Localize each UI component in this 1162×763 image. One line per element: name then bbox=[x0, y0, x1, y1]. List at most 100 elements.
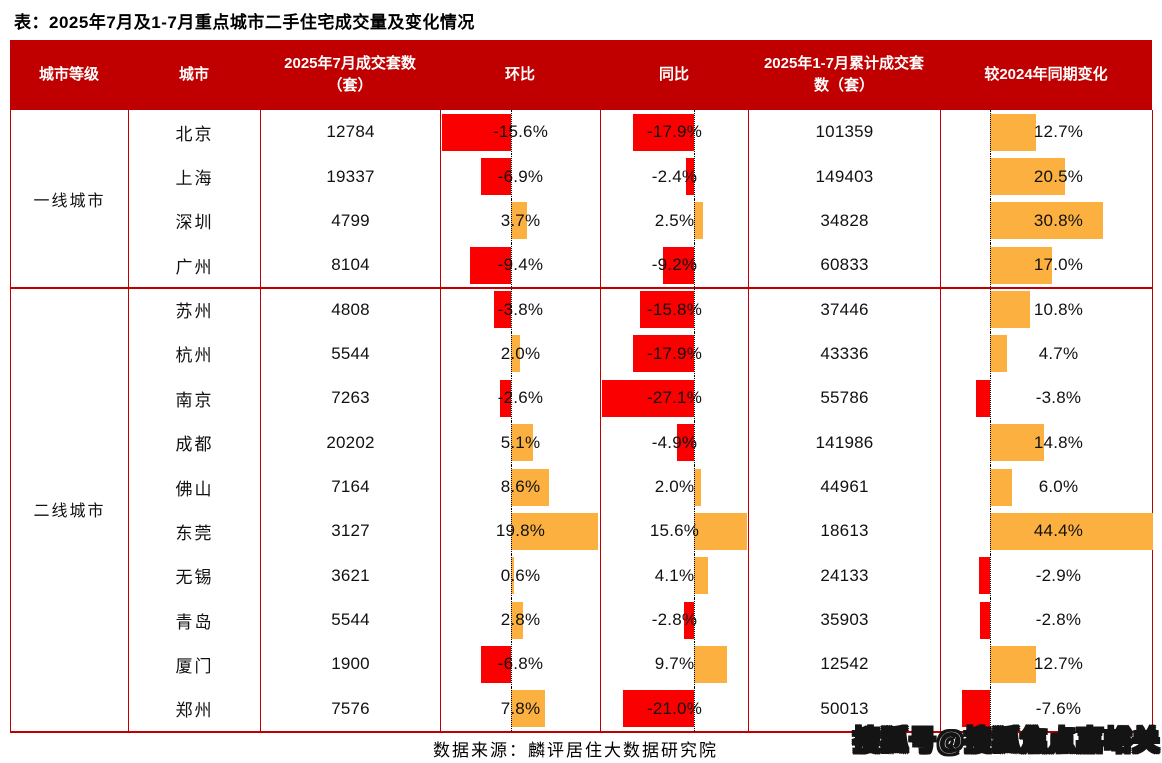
zero-baseline bbox=[990, 642, 991, 687]
bar-cell-yoy: -17.9% bbox=[601, 110, 749, 155]
pct-label: -2.8% bbox=[651, 610, 698, 630]
pct-label: 2.8% bbox=[500, 610, 541, 630]
bar-cell-mom: 8.6% bbox=[441, 464, 601, 510]
city-cell: 东莞 bbox=[129, 509, 261, 554]
bar-cell-mom: 2.0% bbox=[441, 331, 601, 377]
pct-label: 12.7% bbox=[1033, 654, 1084, 674]
pct-label: 0.6% bbox=[500, 565, 541, 585]
pct-label: 2.0% bbox=[500, 343, 541, 363]
pct-label: -2.8% bbox=[1035, 610, 1082, 630]
value-cell-cum-units: 12542 bbox=[749, 642, 941, 687]
value-cell-jul-units: 7576 bbox=[261, 686, 441, 732]
value-cell-cum-units: 55786 bbox=[749, 376, 941, 421]
value-cell-jul-units: 12784 bbox=[261, 110, 441, 155]
zero-baseline bbox=[511, 686, 512, 732]
header-cell-mom: 环比 bbox=[504, 65, 535, 83]
bar-cell-yoy: 9.7% bbox=[601, 642, 749, 687]
bar-cell-chg: 12.7% bbox=[941, 110, 1153, 155]
positive-bar bbox=[990, 113, 1037, 151]
bar-cell-chg: -3.8% bbox=[941, 376, 1153, 421]
bar-cell-chg: 17.0% bbox=[941, 243, 1153, 288]
bar-cell-mom: 2.8% bbox=[441, 597, 601, 643]
zero-baseline bbox=[511, 287, 512, 332]
zero-baseline bbox=[990, 154, 991, 199]
bar-cell-yoy: -17.9% bbox=[601, 331, 749, 377]
zero-baseline bbox=[511, 597, 512, 643]
bar-cell-chg: 10.8% bbox=[941, 287, 1153, 332]
pct-label: -6.9% bbox=[497, 166, 544, 186]
bar-cell-chg: 6.0% bbox=[941, 464, 1153, 510]
bar-cell-chg: -2.9% bbox=[941, 553, 1153, 598]
value-cell-cum-units: 35903 bbox=[749, 597, 941, 643]
zero-baseline bbox=[511, 198, 512, 244]
negative-bar bbox=[979, 601, 990, 639]
city-cell: 成都 bbox=[129, 420, 261, 465]
pct-label: -17.9% bbox=[646, 122, 703, 142]
value-cell-cum-units: 149403 bbox=[749, 154, 941, 199]
source-note: 数据来源：麟评居住大数据研究院 bbox=[433, 741, 718, 760]
bar-cell-mom: 7.8% bbox=[441, 686, 601, 732]
bar-cell-chg: 30.8% bbox=[941, 198, 1153, 244]
negative-bar bbox=[481, 646, 511, 683]
negative-bar bbox=[677, 424, 694, 462]
zero-baseline bbox=[990, 331, 991, 377]
bar-cell-yoy: 2.5% bbox=[601, 198, 749, 244]
value-cell-jul-units: 7164 bbox=[261, 464, 441, 510]
zero-baseline bbox=[694, 686, 695, 732]
pct-label: -2.4% bbox=[651, 166, 698, 186]
zero-baseline bbox=[511, 553, 512, 598]
bar-cell-chg: 20.5% bbox=[941, 154, 1153, 199]
pct-label: -3.8% bbox=[1035, 388, 1082, 408]
positive-bar bbox=[694, 557, 708, 595]
zero-baseline bbox=[511, 376, 512, 421]
bar-cell-mom: -2.6% bbox=[441, 376, 601, 421]
city-cell: 南京 bbox=[129, 376, 261, 421]
negative-bar bbox=[633, 335, 694, 373]
negative-bar bbox=[962, 690, 990, 728]
negative-bar bbox=[499, 379, 511, 417]
positive-bar bbox=[511, 424, 534, 462]
bar-cell-yoy: -27.1% bbox=[601, 376, 749, 421]
city-cell: 郑州 bbox=[129, 686, 261, 732]
zero-baseline bbox=[694, 420, 695, 465]
value-cell-jul-units: 3127 bbox=[261, 509, 441, 554]
positive-bar bbox=[990, 424, 1045, 462]
positive-bar bbox=[511, 601, 524, 639]
bar-cell-yoy: 2.0% bbox=[601, 464, 749, 510]
tier-group-cell: 二线城市 bbox=[11, 287, 129, 732]
value-cell-cum-units: 44961 bbox=[749, 464, 941, 510]
value-cell-jul-units: 3621 bbox=[261, 553, 441, 598]
table-body: 一线城市 北京 12784 -15.6% -17.9% 101359 12.7% 上海 1933… bbox=[10, 110, 1153, 734]
header-cell-yoy: 同比 bbox=[658, 65, 689, 83]
header-cell-change-vs-2024: 较2024年同期变化 bbox=[984, 65, 1108, 83]
value-cell-jul-units: 5544 bbox=[261, 597, 441, 643]
value-cell-jul-units: 20202 bbox=[261, 420, 441, 465]
pct-label: 9.7% bbox=[654, 654, 695, 674]
negative-bar bbox=[494, 291, 511, 329]
negative-bar bbox=[685, 158, 694, 196]
bar-cell-yoy: -2.8% bbox=[601, 597, 749, 643]
bar-cell-chg: -2.8% bbox=[941, 597, 1153, 643]
pct-label: 17.0% bbox=[1033, 255, 1084, 275]
bar-cell-yoy: -21.0% bbox=[601, 686, 749, 732]
tier-group-separator bbox=[11, 287, 1152, 290]
zero-baseline bbox=[511, 243, 512, 288]
bar-cell-mom: -6.9% bbox=[441, 154, 601, 199]
pct-label: 8.6% bbox=[500, 477, 541, 497]
pct-label: -3.8% bbox=[497, 299, 544, 319]
zero-baseline bbox=[990, 686, 991, 732]
zero-baseline bbox=[694, 553, 695, 598]
positive-bar bbox=[990, 246, 1053, 284]
zero-baseline bbox=[990, 287, 991, 332]
value-cell-jul-units: 8104 bbox=[261, 243, 441, 288]
negative-bar bbox=[976, 379, 990, 417]
zero-baseline bbox=[694, 331, 695, 377]
header-cell-city: 城市 bbox=[178, 65, 209, 83]
pct-label: -7.6% bbox=[1035, 698, 1082, 718]
pct-label: -9.2% bbox=[651, 255, 698, 275]
bar-cell-yoy: 15.6% bbox=[601, 509, 749, 554]
bar-cell-mom: 3.7% bbox=[441, 198, 601, 244]
zero-baseline bbox=[511, 464, 512, 510]
negative-bar bbox=[469, 246, 511, 284]
